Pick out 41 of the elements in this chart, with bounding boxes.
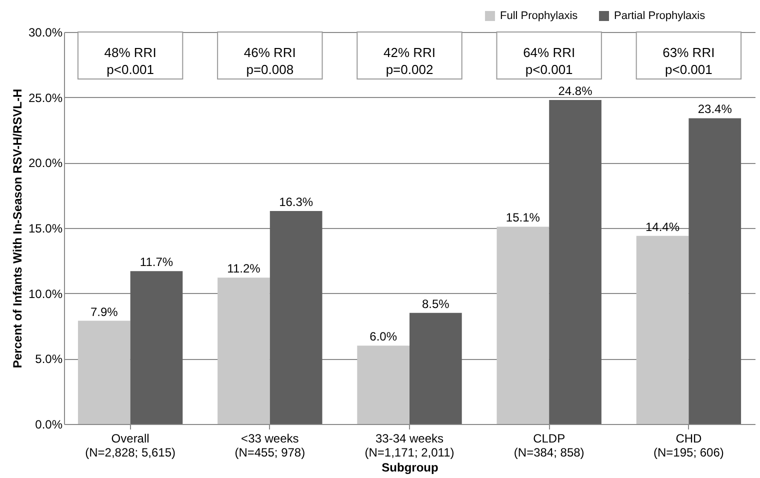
data-label: 11.2% [227, 262, 261, 276]
data-label: 7.9% [90, 304, 118, 319]
annotation: 63% RRI p<0.001 [662, 45, 715, 78]
y-tick-label: 0.0% [35, 418, 63, 432]
data-label: 24.8% [558, 84, 593, 98]
data-label: 23.4% [698, 102, 732, 116]
data-label: 16.3% [279, 195, 314, 210]
y-axis-title: Percent of Infants With In-Season RSV-H/RSVL-H [10, 88, 24, 368]
annotation: 48% RRI p<0.001 [104, 45, 156, 78]
annotation: 46% RRI p=0.008 [244, 45, 296, 78]
data-label: 11.7% [140, 255, 174, 270]
y-tick-label: 5.0% [35, 352, 63, 366]
bar [410, 312, 462, 424]
bar [688, 118, 742, 424]
x-tick-label: 33-34 weeks (N=1,171; 2,011) [364, 432, 454, 460]
annotation: 42% RRI p=0.002 [383, 45, 436, 78]
y-tick-label: 10.0% [28, 286, 63, 301]
x-tick-label: Overall (N=2,828; 5,615) [85, 432, 176, 460]
legend-label: Full Prophylaxis [500, 10, 578, 22]
bar [78, 320, 130, 424]
y-tick-label: 15.0% [28, 222, 63, 236]
x-tick-label: <33 weeks (N=455; 978) [234, 432, 306, 460]
bar [270, 211, 322, 424]
y-tick-label: 25.0% [28, 90, 63, 105]
x-axis-title: Subgroup [382, 460, 438, 474]
data-label: 15.1% [506, 210, 540, 225]
x-tick-label: CLDP (N=384; 858) [514, 432, 584, 460]
x-tick-label: CHD (N=195; 606) [653, 432, 724, 460]
bar [218, 278, 270, 424]
bar [636, 236, 689, 424]
data-label: 14.4% [646, 220, 680, 234]
y-tick-label: 30.0% [28, 26, 63, 40]
data-label: 8.5% [422, 296, 450, 311]
bar [496, 226, 550, 424]
y-tick-label: 20.0% [28, 156, 63, 170]
annotation: 64% RRI p<0.001 [523, 45, 576, 78]
bar [130, 271, 183, 424]
legend-label: Partial Prophylaxis [614, 10, 706, 22]
data-label: 6.0% [370, 330, 398, 344]
bar [357, 346, 410, 424]
bar [549, 100, 602, 424]
